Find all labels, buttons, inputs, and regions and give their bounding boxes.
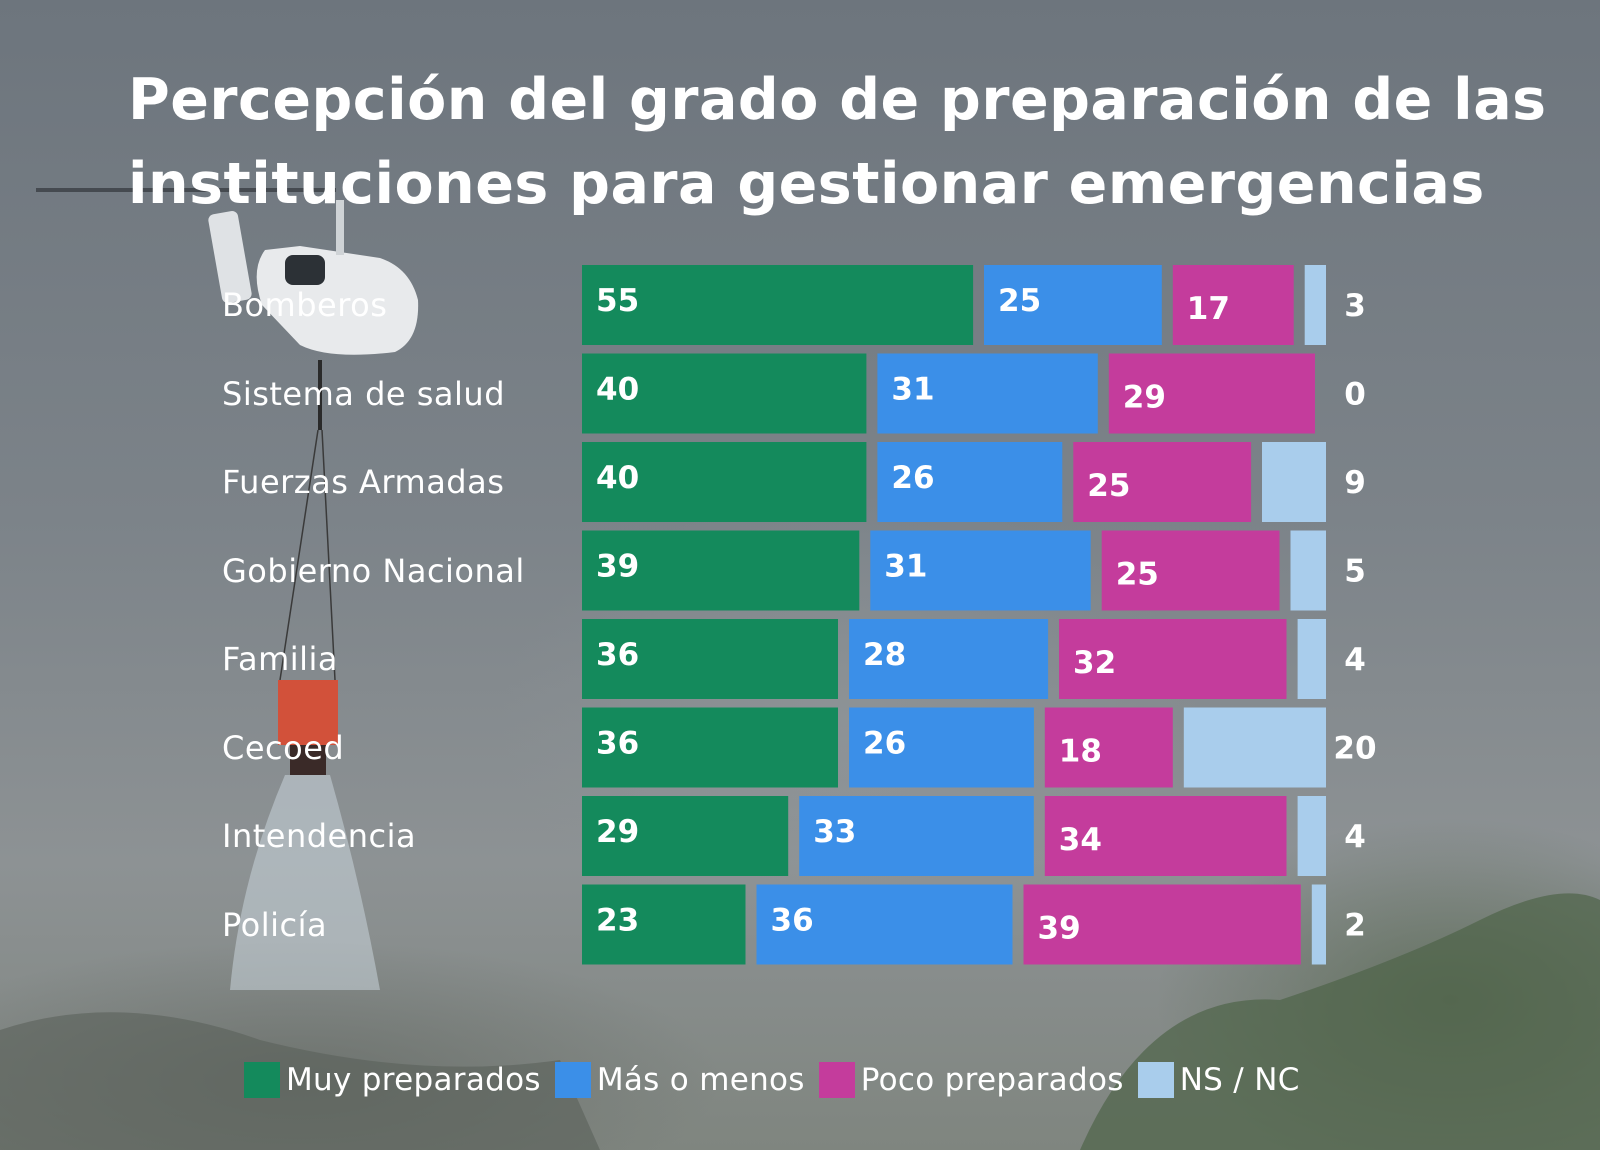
value-label-gobierno-nacional-muy-preparados: 39	[596, 549, 639, 585]
category-label-sistema-de-salud: Sistema de salud	[222, 374, 505, 413]
value-label-intendencia-muy-preparados: 29	[596, 814, 639, 850]
bar-gobierno-nacional-ns-nc	[1290, 530, 1326, 611]
category-label-intendencia: Intendencia	[222, 817, 417, 855]
category-label-bomberos: Bomberos	[222, 286, 388, 324]
value-label-bomberos-ns-nc: 3	[1344, 288, 1366, 324]
chart-title-line-1: Percepción del grado de preparación de l…	[128, 67, 1547, 133]
bar-sistema-de-salud-muy-preparados	[582, 353, 867, 434]
value-label-cecoed-muy-preparados: 36	[596, 726, 639, 762]
value-label-gobierno-nacional-poco-preparados: 25	[1116, 557, 1159, 593]
bar-gobierno-nacional-muy-preparados	[582, 530, 860, 611]
value-label-policia-ns-nc: 2	[1344, 908, 1366, 944]
legend-swatch-ns-nc	[1137, 1062, 1174, 1098]
value-label-sistema-de-salud-poco-preparados: 29	[1123, 380, 1166, 416]
value-label-sistema-de-salud-ns-nc: 0	[1344, 377, 1366, 413]
value-label-sistema-de-salud-mas-o-menos: 31	[891, 372, 934, 408]
bar-cecoed-muy-preparados	[582, 707, 838, 788]
value-label-fuerzas-armadas-poco-preparados: 25	[1087, 468, 1130, 504]
bar-policia-mas-o-menos	[756, 884, 1013, 965]
legend-swatch-mas-o-menos	[554, 1062, 591, 1098]
bar-gobierno-nacional-poco-preparados	[1101, 530, 1280, 611]
legend-item-ns-nc: NS / NC	[1137, 1062, 1300, 1098]
bar-gobierno-nacional-mas-o-menos	[870, 530, 1091, 611]
bar-sistema-de-salud-poco-preparados	[1108, 353, 1315, 434]
bar-familia-mas-o-menos	[849, 619, 1049, 699]
value-label-intendencia-mas-o-menos: 33	[813, 814, 856, 850]
value-label-fuerzas-armadas-muy-preparados: 40	[596, 460, 639, 496]
value-label-gobierno-nacional-mas-o-menos: 31	[884, 549, 927, 585]
bar-fuerzas-armadas-ns-nc	[1262, 442, 1326, 522]
legend-item-poco-preparados: Poco preparados	[818, 1062, 1124, 1098]
bar-cecoed-poco-preparados	[1044, 707, 1173, 788]
value-label-policia-poco-preparados: 39	[1038, 911, 1081, 947]
value-label-bomberos-mas-o-menos: 25	[998, 283, 1041, 319]
value-label-sistema-de-salud-muy-preparados: 40	[596, 372, 639, 408]
value-label-familia-muy-preparados: 36	[596, 637, 639, 673]
bar-bomberos-muy-preparados	[582, 265, 974, 345]
value-label-fuerzas-armadas-mas-o-menos: 26	[891, 460, 934, 496]
category-label-familia: Familia	[222, 640, 339, 678]
category-label-fuerzas-armadas: Fuerzas Armadas	[222, 463, 505, 501]
bar-sistema-de-salud-mas-o-menos	[877, 353, 1098, 434]
bar-cecoed-mas-o-menos	[849, 707, 1034, 788]
bar-intendencia-ns-nc	[1297, 796, 1326, 876]
legend-swatch-poco-preparados	[818, 1062, 855, 1098]
value-label-policia-muy-preparados: 23	[596, 903, 639, 939]
chart-title-line-2: instituciones para gestionar emergencias	[128, 151, 1485, 217]
legend: Muy preparados Más o menos Poco preparad…	[244, 1060, 1314, 1100]
category-label-gobierno-nacional: Gobierno Nacional	[222, 551, 525, 590]
legend-item-muy-preparados: Muy preparados	[244, 1062, 541, 1098]
value-label-intendencia-poco-preparados: 34	[1059, 822, 1102, 858]
legend-label-mas-o-menos: Más o menos	[596, 1062, 805, 1098]
value-label-cecoed-ns-nc: 20	[1333, 731, 1376, 767]
category-label-policia: Policía	[222, 905, 328, 944]
bar-bomberos-mas-o-menos	[984, 265, 1162, 345]
bar-bomberos-poco-preparados	[1172, 265, 1294, 345]
bar-cecoed-ns-nc	[1183, 707, 1326, 788]
bar-policia-poco-preparados	[1023, 884, 1301, 965]
value-label-cecoed-mas-o-menos: 26	[863, 726, 906, 762]
bar-fuerzas-armadas-mas-o-menos	[877, 442, 1063, 522]
value-label-familia-mas-o-menos: 28	[863, 637, 906, 673]
value-label-bomberos-poco-preparados: 17	[1187, 291, 1230, 327]
chart-title: Percepción del grado de preparación de l…	[128, 58, 1548, 226]
legend-label-muy-preparados: Muy preparados	[286, 1062, 541, 1098]
legend-item-mas-o-menos: Más o menos	[554, 1062, 805, 1098]
bar-familia-poco-preparados	[1059, 619, 1287, 699]
value-label-intendencia-ns-nc: 4	[1344, 819, 1366, 855]
bar-policia-muy-preparados	[582, 884, 746, 965]
legend-label-poco-preparados: Poco preparados	[860, 1062, 1124, 1098]
legend-label-ns-nc: NS / NC	[1179, 1062, 1300, 1098]
value-label-bomberos-muy-preparados: 55	[596, 283, 639, 319]
value-label-policia-mas-o-menos: 36	[771, 903, 814, 939]
bar-fuerzas-armadas-muy-preparados	[582, 442, 867, 522]
legend-swatch-muy-preparados	[244, 1062, 280, 1098]
bar-policia-ns-nc	[1311, 884, 1326, 965]
bar-familia-muy-preparados	[582, 619, 838, 699]
value-label-cecoed-poco-preparados: 18	[1059, 734, 1102, 770]
value-label-familia-poco-preparados: 32	[1073, 645, 1116, 681]
bar-intendencia-poco-preparados	[1044, 796, 1287, 876]
bar-bomberos-ns-nc	[1304, 265, 1326, 345]
value-label-familia-ns-nc: 4	[1344, 642, 1366, 678]
value-label-gobierno-nacional-ns-nc: 5	[1344, 554, 1366, 590]
bar-intendencia-muy-preparados	[582, 796, 789, 876]
bar-familia-ns-nc	[1297, 619, 1326, 699]
bar-intendencia-mas-o-menos	[799, 796, 1034, 876]
category-label-cecoed: Cecoed	[222, 728, 345, 767]
value-label-fuerzas-armadas-ns-nc: 9	[1344, 465, 1366, 501]
bar-fuerzas-armadas-poco-preparados	[1073, 442, 1252, 522]
